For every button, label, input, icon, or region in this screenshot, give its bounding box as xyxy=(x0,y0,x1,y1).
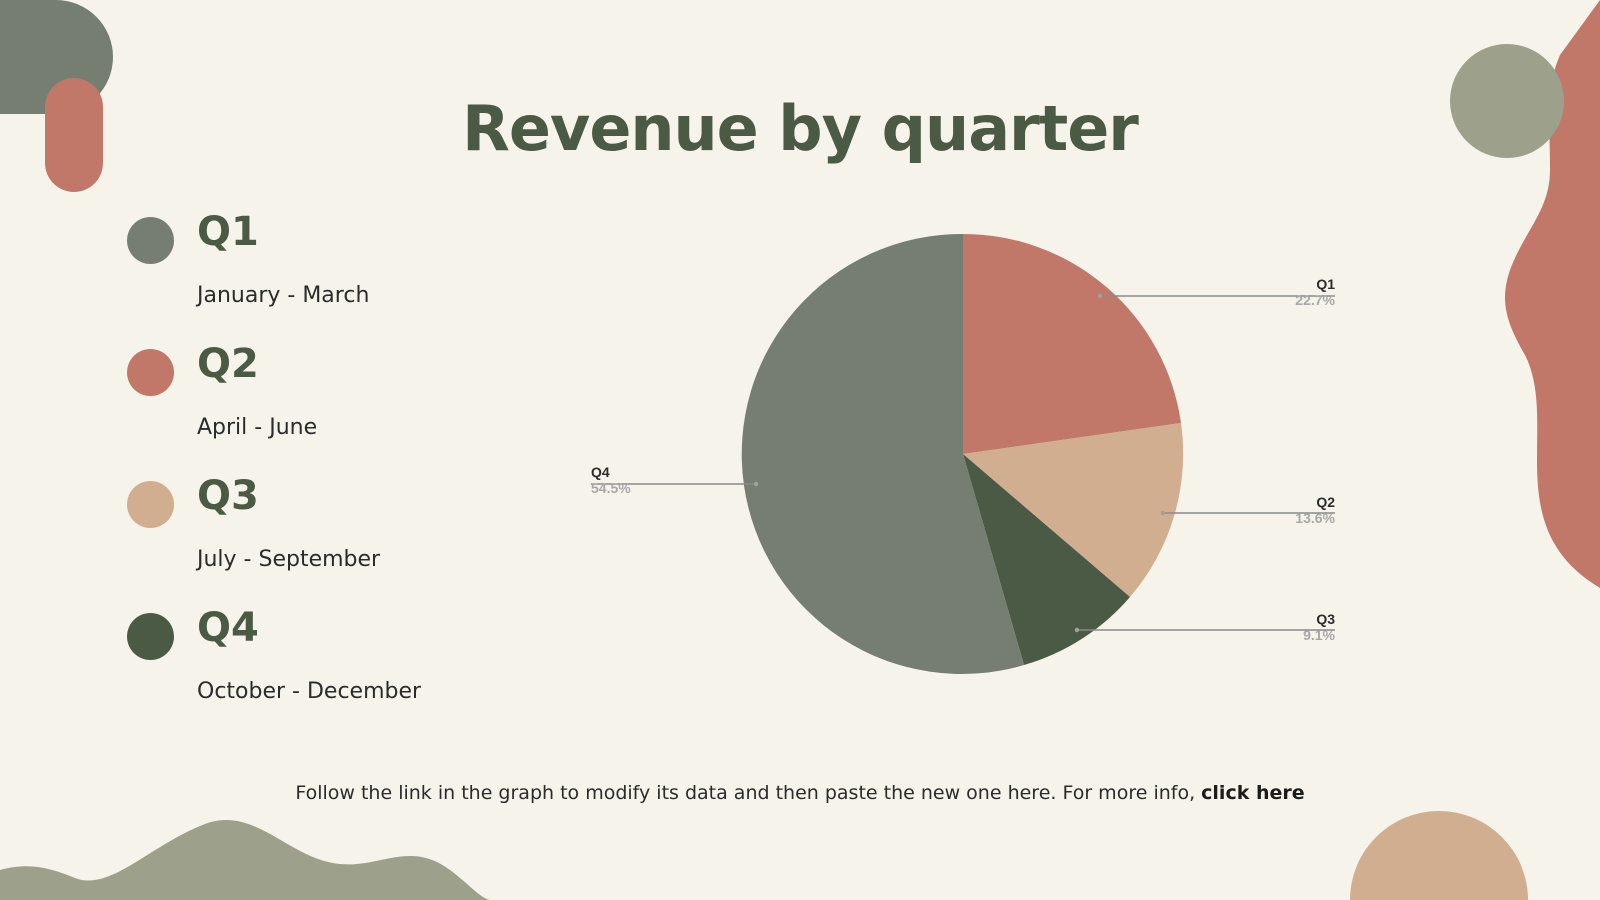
pie-label-q1: Q1 22.7% xyxy=(1255,276,1335,308)
decor-bottom-hills xyxy=(0,820,490,900)
pie-label-pct: 9.1% xyxy=(1303,627,1335,643)
footer-text: Follow the link in the graph to modify i… xyxy=(295,782,1202,804)
pie-label-name: Q1 xyxy=(1316,276,1335,292)
legend-quarter: Q3 xyxy=(197,473,259,519)
pie-slice-q4[interactable] xyxy=(741,233,1024,674)
legend-quarter: Q4 xyxy=(197,605,259,651)
decor-right-wave xyxy=(1505,0,1600,588)
pie-slice-q1[interactable] xyxy=(963,233,1181,454)
pie-label-q4: Q4 54.5% xyxy=(591,464,671,496)
legend-range: October - December xyxy=(197,679,422,704)
footer-note: Follow the link in the graph to modify i… xyxy=(0,782,1600,804)
legend-quarter: Q1 xyxy=(197,209,259,255)
pie-label-name: Q3 xyxy=(1316,611,1335,627)
pie-label-q2: Q2 13.6% xyxy=(1255,494,1335,526)
legend-dot-icon xyxy=(127,481,174,528)
legend-range: April - June xyxy=(197,415,318,440)
pie-slice-q2[interactable] xyxy=(963,423,1184,597)
legend-range: July - September xyxy=(197,547,381,572)
decor-right-circle xyxy=(1450,44,1564,158)
pie-label-name: Q2 xyxy=(1316,494,1335,510)
legend-quarter: Q2 xyxy=(197,341,259,387)
click-here-link[interactable]: click here xyxy=(1201,782,1305,804)
pie-leader-lines xyxy=(591,293,1335,633)
pie-label-pct: 54.5% xyxy=(591,480,631,496)
legend-dot-icon xyxy=(127,613,174,660)
pie-slice-q3[interactable] xyxy=(963,454,1130,665)
decor-topleft-pill xyxy=(45,78,103,192)
page-title: Revenue by quarter xyxy=(462,92,1139,165)
decor-bottom-semicircle xyxy=(1350,811,1528,900)
legend-range: January - March xyxy=(197,283,370,308)
pie-label-pct: 22.7% xyxy=(1295,292,1335,308)
pie-label-pct: 13.6% xyxy=(1295,510,1335,526)
legend-dot-icon xyxy=(127,349,174,396)
pie-label-q3: Q3 9.1% xyxy=(1255,611,1335,643)
legend-dot-icon xyxy=(127,217,174,264)
pie-chart xyxy=(741,233,1184,674)
pie-label-name: Q4 xyxy=(591,464,610,480)
